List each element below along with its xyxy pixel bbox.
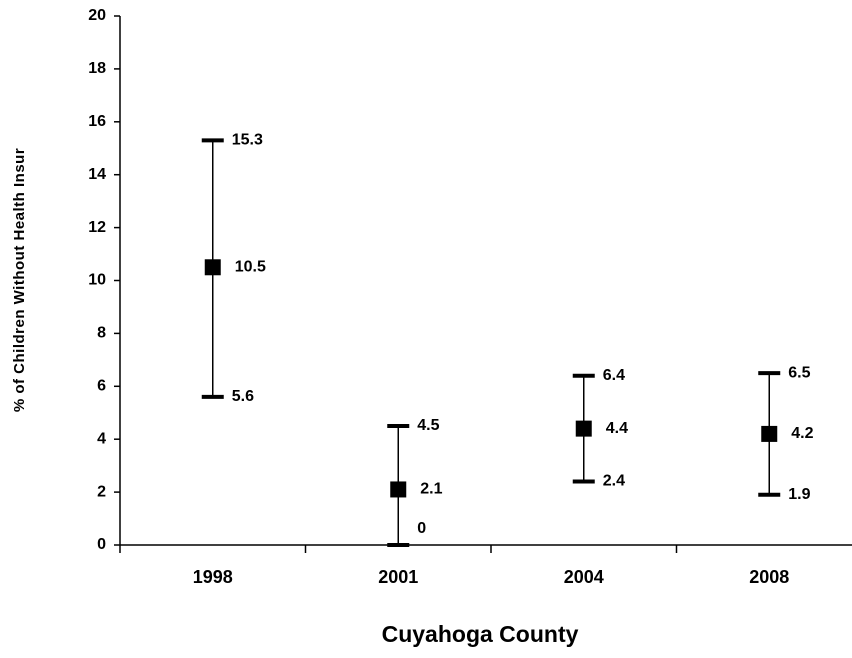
y-tick-label: 18	[88, 60, 106, 77]
x-tick-label: 2008	[749, 567, 789, 587]
data-label-lower: 1.9	[788, 486, 810, 503]
y-tick-label: 20	[88, 7, 106, 24]
y-tick-label: 8	[97, 325, 106, 342]
y-tick-label: 6	[97, 378, 106, 395]
y-tick-label: 14	[88, 166, 106, 183]
data-label-lower: 2.4	[603, 473, 625, 490]
marker	[575, 420, 592, 437]
x-tick-label: 2001	[378, 567, 418, 587]
data-label: 4.4	[606, 420, 628, 437]
x-tick-label: 2004	[564, 567, 604, 587]
x-axis-label: Cuyahoga County	[382, 621, 579, 647]
y-tick-label: 4	[97, 430, 106, 447]
data-label-upper: 4.5	[417, 417, 439, 434]
y-tick-label: 10	[88, 272, 106, 289]
y-axis-label: % of Children Without Health Insur	[11, 148, 28, 412]
marker	[204, 259, 221, 276]
x-tick-label: 1998	[193, 567, 233, 587]
marker	[390, 481, 407, 498]
y-tick-label: 0	[97, 536, 106, 553]
data-label-upper: 15.3	[232, 132, 263, 149]
data-label-lower: 0	[417, 520, 426, 537]
y-tick-label: 16	[88, 113, 106, 130]
data-label-upper: 6.4	[603, 367, 625, 384]
y-tick-label: 2	[97, 483, 106, 500]
data-label-lower: 5.6	[232, 388, 254, 405]
data-label: 4.2	[791, 425, 813, 442]
data-label-upper: 6.5	[788, 364, 810, 381]
data-label: 2.1	[420, 481, 442, 498]
marker	[761, 425, 778, 442]
data-label: 10.5	[235, 258, 266, 275]
y-tick-label: 12	[88, 219, 106, 236]
